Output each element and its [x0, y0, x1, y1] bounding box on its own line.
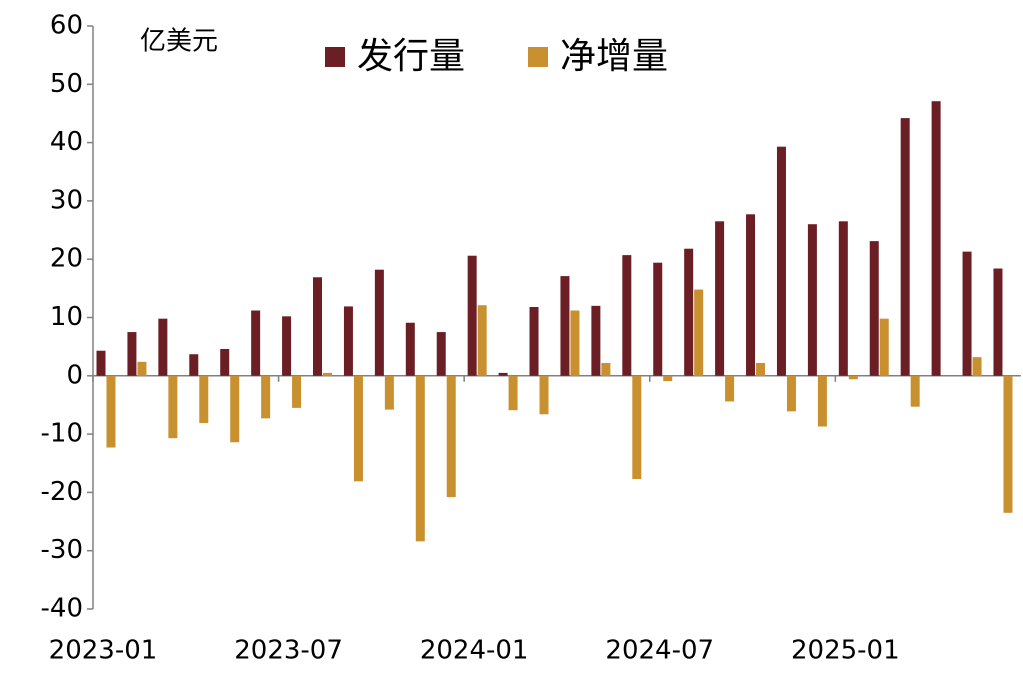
bar	[96, 350, 106, 376]
bar	[415, 375, 425, 542]
bar	[158, 318, 168, 376]
bar	[529, 307, 539, 376]
bar	[220, 348, 230, 376]
x-tick-label: 2023-07	[234, 636, 343, 666]
y-tick-label: 10	[50, 302, 83, 332]
bar	[446, 375, 456, 498]
bar	[137, 361, 147, 376]
bar	[405, 322, 415, 376]
bar	[900, 118, 910, 376]
bar	[313, 277, 323, 376]
bar	[756, 362, 766, 376]
bar	[601, 362, 611, 376]
y-tick-label: 0	[66, 360, 83, 390]
bar	[817, 375, 827, 427]
bar	[869, 241, 879, 376]
legend-label: 净增量	[560, 36, 668, 77]
bar	[1003, 375, 1013, 513]
x-tick-label: 2024-01	[420, 636, 529, 666]
bar	[168, 375, 178, 439]
bar	[848, 375, 858, 380]
bar	[838, 221, 848, 376]
y-tick-label: 40	[50, 127, 83, 157]
bar	[261, 375, 271, 419]
bar	[776, 146, 786, 376]
bar	[591, 305, 601, 376]
x-tick-label: 2025-01	[791, 636, 900, 666]
bar	[539, 375, 549, 415]
bar	[663, 375, 673, 382]
bar	[972, 357, 982, 376]
unit-label: 亿美元	[140, 27, 218, 57]
bar	[725, 375, 735, 402]
bar	[508, 375, 518, 411]
bar	[570, 310, 580, 376]
bar	[879, 318, 889, 376]
bar	[230, 375, 240, 443]
bar	[910, 375, 920, 407]
bar	[189, 354, 199, 376]
bar	[477, 305, 487, 376]
bar	[353, 375, 363, 482]
bar	[622, 255, 632, 376]
bar	[292, 375, 302, 408]
bar	[323, 372, 333, 376]
bar	[498, 372, 508, 376]
bar	[282, 316, 292, 376]
y-tick-label: -40	[41, 594, 83, 624]
bar	[632, 375, 642, 479]
bar	[467, 255, 477, 376]
y-tick-label: 20	[50, 244, 83, 274]
y-tick-label: -30	[41, 535, 83, 565]
y-tick-label: 30	[50, 185, 83, 215]
bar	[746, 214, 756, 376]
bar	[931, 101, 941, 376]
bar	[694, 289, 704, 376]
bar	[993, 268, 1003, 376]
bar	[786, 375, 796, 412]
bar	[436, 332, 446, 376]
y-tick-label: -10	[41, 419, 83, 449]
bar	[384, 375, 394, 410]
bar	[343, 306, 353, 376]
bar	[807, 224, 817, 376]
legend-swatch	[325, 47, 345, 67]
y-tick-label: 60	[50, 11, 83, 41]
bar	[127, 332, 137, 376]
bar	[251, 310, 261, 376]
y-tick-label: -20	[41, 477, 83, 507]
bar	[962, 251, 972, 376]
legend-swatch	[528, 47, 548, 67]
x-tick-label: 2024-07	[605, 636, 714, 666]
bar	[199, 375, 209, 424]
bar	[560, 276, 570, 376]
bar	[374, 269, 384, 376]
bar	[684, 248, 694, 376]
bar	[715, 221, 725, 376]
legend-label: 发行量	[357, 36, 465, 77]
bar	[106, 375, 116, 448]
bar	[653, 262, 663, 376]
x-tick-label: 2023-01	[49, 636, 158, 666]
y-tick-label: 50	[50, 69, 83, 99]
